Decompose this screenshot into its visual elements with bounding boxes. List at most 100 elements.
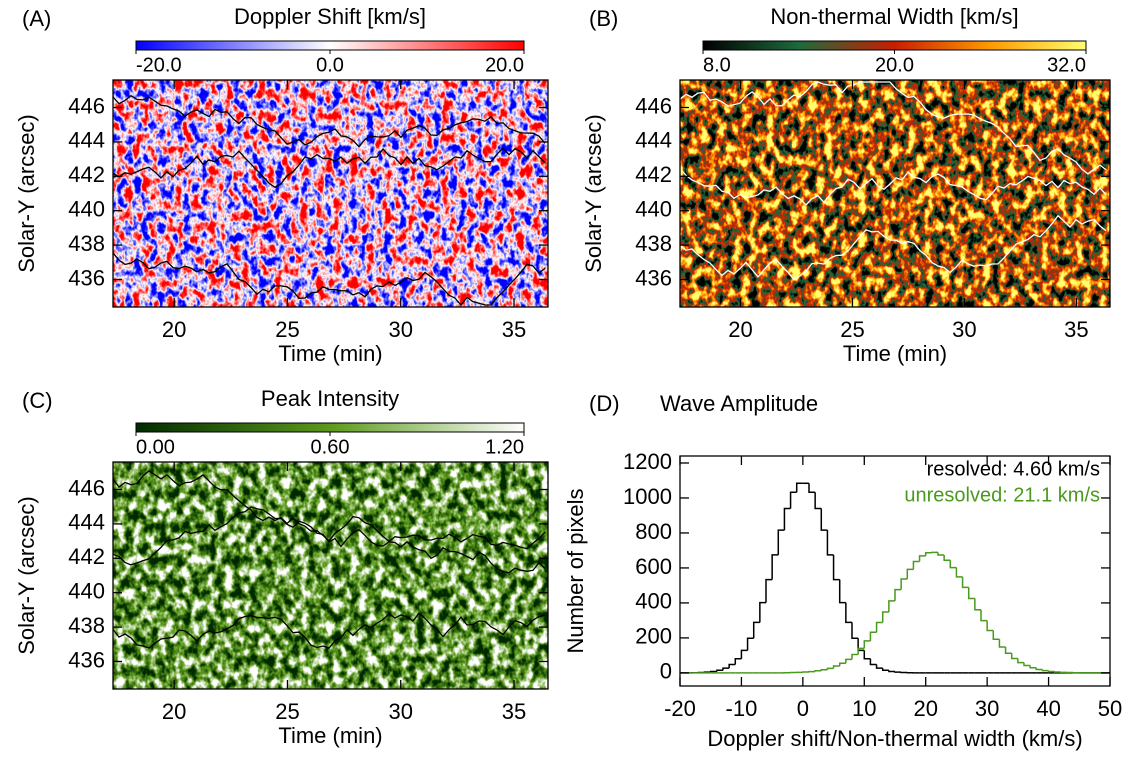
panel-label: (D) — [589, 391, 620, 416]
y-axis-title: Solar-Y (arcsec) — [14, 496, 39, 655]
histogram-step — [752, 621, 760, 639]
histogram-step — [857, 647, 865, 655]
colorbar-tick-label: -20.0 — [136, 54, 182, 76]
histogram-step — [906, 568, 914, 579]
histogram-step — [961, 576, 969, 589]
histogram-step — [863, 650, 871, 660]
colorbar-title: Doppler Shift [km/s] — [234, 4, 426, 29]
histogram-step — [709, 670, 717, 673]
histogram-step — [789, 491, 797, 509]
y-tick-label: 446 — [68, 475, 105, 500]
histogram-step — [875, 621, 883, 633]
histogram-step — [912, 560, 920, 570]
contour — [679, 214, 1107, 281]
x-axis-title: Doppler shift/Non-thermal width (km/s) — [707, 726, 1082, 751]
histogram-step — [765, 578, 773, 603]
histogram-step — [826, 667, 834, 670]
histogram-step — [986, 620, 994, 632]
histogram-step — [838, 662, 846, 667]
y-tick-label: 438 — [68, 613, 105, 638]
contour — [679, 81, 1107, 175]
colorbar-tick-label: 20.0 — [485, 54, 524, 76]
histogram-step — [851, 653, 859, 660]
histogram-step — [869, 658, 877, 666]
image — [113, 80, 548, 307]
histogram-step — [851, 622, 859, 640]
colorbar-tick-label: 0.60 — [311, 436, 350, 458]
plot-frame — [112, 79, 549, 308]
contour — [112, 147, 546, 189]
histogram-step — [832, 554, 840, 581]
x-tick-label: 0 — [797, 696, 809, 721]
colorbar-tick-label: 8.0 — [703, 54, 731, 76]
y-axis-title: Solar-Y (arcsec) — [14, 114, 39, 273]
contour — [112, 469, 546, 550]
colorbar — [135, 40, 525, 51]
y-tick-label: 400 — [635, 589, 672, 614]
x-tick-label: 30 — [388, 699, 412, 724]
y-tick-label: 436 — [68, 265, 105, 290]
x-tick-label: 20 — [728, 317, 752, 342]
y-tick-label: 440 — [635, 197, 672, 222]
contour — [112, 506, 546, 574]
y-tick-label: 444 — [68, 510, 105, 535]
x-axis-title: Time (min) — [278, 341, 382, 366]
x-tick-label: 50 — [1098, 696, 1122, 721]
histogram-step — [875, 664, 883, 669]
contour — [112, 612, 546, 649]
histogram-step — [1010, 653, 1018, 660]
histogram-step — [1041, 669, 1049, 672]
colorbar — [135, 422, 525, 433]
histogram-step — [943, 554, 951, 561]
y-tick-label: 446 — [635, 93, 672, 118]
histogram-step — [777, 529, 785, 555]
contour — [679, 168, 1107, 206]
colorbar-tick-label: 20.0 — [875, 54, 914, 76]
legend-entry: unresolved: 21.1 km/s — [904, 484, 1100, 506]
histogram-step — [1053, 671, 1061, 673]
histogram-step — [838, 579, 846, 604]
histogram-step — [814, 670, 822, 672]
y-tick-label: 1000 — [623, 484, 672, 509]
histogram-step — [980, 609, 988, 622]
legend-entry: resolved: 4.60 km/s — [927, 458, 1100, 480]
y-tick-label: 442 — [68, 544, 105, 569]
histogram-step — [845, 658, 852, 664]
x-tick-label: 25 — [275, 317, 299, 342]
histogram-step — [820, 508, 828, 531]
histogram-step — [1029, 665, 1037, 669]
histogram-step — [918, 555, 926, 562]
histogram-step — [894, 671, 902, 673]
y-tick-label: 442 — [635, 162, 672, 187]
colorbar-tick-label: 0.0 — [316, 54, 344, 76]
y-tick-label: 0 — [660, 659, 672, 684]
histogram-step — [949, 560, 957, 569]
y-tick-label: 446 — [68, 93, 105, 118]
histogram-step — [1004, 646, 1012, 655]
x-tick-label: 20 — [913, 696, 937, 721]
histogram-step — [1023, 662, 1031, 667]
colorbar-title: Peak Intensity — [261, 386, 399, 411]
plot-frame — [679, 79, 1111, 308]
histogram-step — [740, 649, 748, 659]
x-tick-label: 35 — [1064, 317, 1088, 342]
histogram-step — [832, 665, 840, 669]
panel-label: (C) — [22, 388, 53, 413]
histogram-step — [937, 552, 945, 556]
y-tick-label: 436 — [68, 647, 105, 672]
y-tick-label: 800 — [635, 519, 672, 544]
histogram-step — [900, 578, 908, 590]
x-tick-label: 10 — [852, 696, 876, 721]
histogram-step — [716, 669, 723, 672]
histogram-step — [826, 530, 834, 556]
y-axis-title: Solar-Y (arcsec) — [581, 114, 606, 273]
histogram-step — [888, 600, 895, 613]
x-tick-label: 30 — [975, 696, 999, 721]
x-axis-title: Time (min) — [278, 723, 382, 748]
y-tick-label: 438 — [635, 231, 672, 256]
histogram-step — [992, 630, 1000, 641]
histogram-step — [722, 667, 730, 671]
plot-frame — [112, 461, 549, 690]
histogram-step — [728, 663, 736, 669]
y-tick-label: 600 — [635, 554, 672, 579]
